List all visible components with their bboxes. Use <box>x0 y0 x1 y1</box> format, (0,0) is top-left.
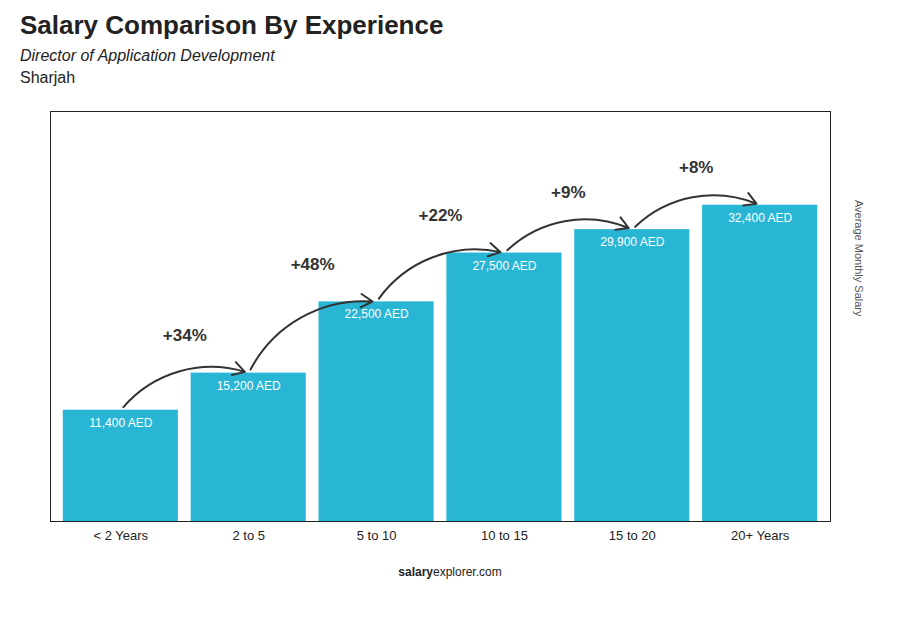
svg-text:+22%: +22% <box>419 206 463 225</box>
svg-text:29,900 AED: 29,900 AED <box>600 235 664 249</box>
svg-text:22,500 AED: 22,500 AED <box>345 307 409 321</box>
svg-text:15 to 20: 15 to 20 <box>609 528 656 543</box>
svg-text:32,400 AED: 32,400 AED <box>728 211 792 225</box>
html-text:Director of Application Develo: Director of Application Development <box>20 47 275 64</box>
html-text:Sharjah: Sharjah <box>20 69 76 86</box>
svg-text:2 to 5: 2 to 5 <box>232 528 265 543</box>
svg-text:+34%: +34% <box>163 326 207 345</box>
svg-text:27,500 AED: 27,500 AED <box>472 259 536 273</box>
svg-text:+48%: +48% <box>291 255 335 274</box>
html-text:salary explorer.com: salary explorer.com <box>398 565 502 579</box>
svg-text:5 to 10: 5 to 10 <box>357 528 397 543</box>
svg-text:+8%: +8% <box>679 158 714 177</box>
svg-text:Average Monthly Salary: Average Monthly Salary <box>853 200 865 317</box>
svg-text:11,400 AED: 11,400 AED <box>89 416 152 430</box>
svg-text:15,200 AED: 15,200 AED <box>217 379 281 393</box>
svg-text:10 to 15: 10 to 15 <box>481 528 528 543</box>
svg-text:+9%: +9% <box>551 183 586 202</box>
html-text:Salary Comparison By Experienc: Salary Comparison By Experience <box>20 10 444 40</box>
svg-text:20+ Years: 20+ Years <box>731 528 790 543</box>
svg-text:< 2 Years: < 2 Years <box>94 528 149 543</box>
